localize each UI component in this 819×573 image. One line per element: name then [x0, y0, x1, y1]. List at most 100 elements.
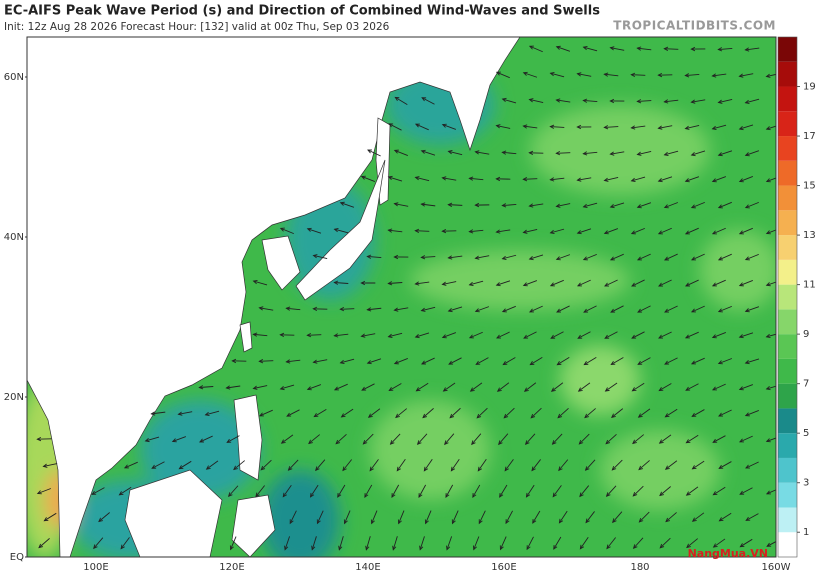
- arrow-shaft: [442, 332, 457, 338]
- arrow-shaft: [315, 459, 326, 471]
- arrow-shaft: [334, 282, 349, 284]
- arrow-shaft: [314, 409, 327, 417]
- arrow-shaft: [206, 460, 219, 470]
- arrow-shaft: [610, 151, 625, 155]
- wave-arrow: [309, 484, 319, 498]
- wave-arrow: [252, 332, 268, 337]
- arrow-shaft: [664, 357, 678, 365]
- arrow-shaft: [739, 487, 753, 495]
- arrow-head: [665, 517, 670, 523]
- arrow-head: [38, 543, 44, 549]
- colorbar-swatch: [778, 358, 797, 384]
- arrow-shaft: [342, 459, 353, 471]
- arrow-head: [558, 518, 564, 524]
- arrow-head: [388, 123, 394, 128]
- arrow-head: [522, 229, 528, 234]
- arrow-head: [529, 361, 535, 366]
- wave-arrow: [685, 486, 699, 496]
- wave-arrow: [578, 433, 590, 445]
- wave-arrow: [582, 98, 598, 103]
- arrow-shaft: [444, 433, 455, 445]
- arrow-shaft: [637, 100, 652, 102]
- arrow-head: [198, 385, 204, 390]
- arrow-shaft: [556, 152, 571, 154]
- wave-arrow: [339, 306, 355, 312]
- arrow-shaft: [253, 333, 268, 337]
- arrow-head: [584, 413, 589, 419]
- arrow-head: [556, 308, 562, 313]
- wave-arrow: [280, 434, 294, 444]
- wave-arrow: [528, 203, 544, 208]
- wave-arrow: [279, 227, 294, 235]
- wave-arrow: [343, 510, 351, 525]
- wave-arrow: [658, 383, 672, 392]
- wave-arrow: [120, 537, 130, 550]
- wave-arrow: [738, 280, 753, 287]
- wave-arrow: [549, 177, 565, 182]
- arrow-head: [420, 202, 426, 207]
- arrow-shaft: [286, 409, 300, 417]
- wave-arrow: [711, 332, 726, 339]
- wave-arrow: [684, 124, 700, 130]
- arrow-shaft: [284, 536, 290, 550]
- arrow-shaft: [612, 511, 623, 523]
- wave-arrow: [632, 537, 644, 549]
- wave-arrow: [738, 332, 754, 339]
- arrow-shaft: [685, 124, 700, 130]
- arrow-head: [289, 519, 294, 525]
- wave-arrow: [478, 510, 486, 525]
- wave-arrow: [690, 150, 706, 157]
- arrow-head: [252, 279, 258, 285]
- arrow-shaft: [395, 408, 408, 418]
- arrow-shaft: [369, 459, 379, 471]
- wave-arrow: [528, 254, 544, 261]
- arrow-shaft: [664, 202, 679, 208]
- arrow-head: [550, 334, 556, 339]
- wave-arrow: [393, 307, 409, 312]
- wave-arrow: [36, 488, 52, 495]
- arrow-head: [690, 99, 696, 104]
- wave-arrow: [555, 151, 571, 156]
- arrow-head: [499, 492, 504, 498]
- arrow-head: [658, 282, 663, 287]
- wave-arrow: [226, 435, 240, 443]
- wave-arrow: [609, 46, 625, 51]
- arrow-shaft: [583, 305, 597, 313]
- arrow-shaft: [448, 357, 462, 365]
- arrow-head: [717, 256, 723, 261]
- wave-arrow: [468, 176, 484, 181]
- wave-arrow: [171, 436, 187, 443]
- wave-arrow: [632, 434, 645, 445]
- arrow-shaft: [712, 176, 727, 182]
- arrow-shaft: [604, 331, 618, 339]
- arrow-shaft: [307, 228, 322, 234]
- arrow-head: [225, 385, 231, 390]
- arrow-shaft: [367, 255, 382, 259]
- wave-arrow: [686, 538, 698, 549]
- wave-arrow: [364, 484, 373, 498]
- arrow-shaft: [766, 73, 776, 78]
- arrow-shaft: [334, 333, 349, 337]
- arrow-head: [447, 202, 453, 207]
- wave-arrow: [711, 124, 727, 131]
- arrow-shaft: [523, 178, 538, 180]
- arrow-head: [499, 545, 504, 551]
- arrow-head: [441, 334, 447, 339]
- wave-arrow: [369, 459, 379, 472]
- wave-arrow: [765, 125, 776, 131]
- arrow-head: [684, 125, 690, 130]
- arrow-shaft: [579, 433, 590, 445]
- arrow-head: [316, 519, 321, 525]
- wave-arrow: [550, 382, 564, 392]
- colorbar-label: 7: [803, 379, 809, 390]
- arrow-head: [555, 256, 561, 261]
- arrow-shaft: [691, 201, 705, 209]
- wave-arrow: [631, 331, 645, 339]
- wave-arrow: [717, 358, 733, 365]
- wave-arrow: [691, 460, 705, 470]
- arrow-head: [558, 466, 563, 472]
- arrow-head: [395, 413, 400, 419]
- arrow-shaft: [500, 536, 507, 550]
- wave-arrow: [445, 484, 454, 499]
- arrow-head: [690, 46, 696, 52]
